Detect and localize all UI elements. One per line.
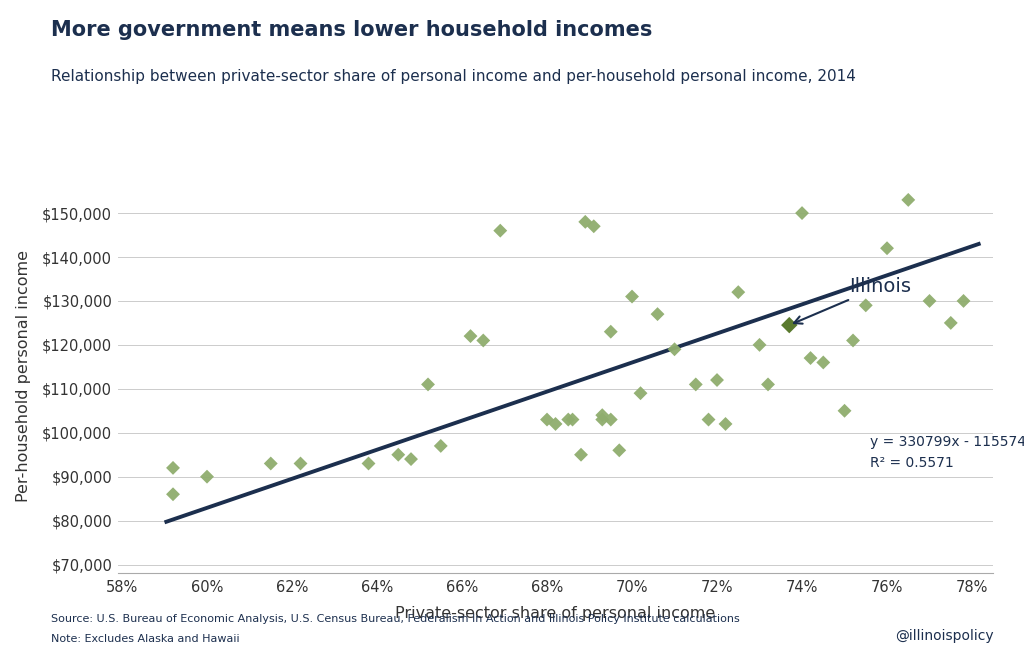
Point: [942, 318, 958, 328]
Point: [857, 300, 873, 310]
Point: [687, 379, 703, 389]
Y-axis label: Per-household personal income: Per-household personal income: [16, 250, 31, 501]
Text: Note: Excludes Alaska and Hawaii: Note: Excludes Alaska and Hawaii: [51, 634, 240, 644]
Point: [760, 379, 776, 389]
Point: [649, 309, 666, 320]
Point: [560, 415, 577, 425]
Point: [602, 415, 618, 425]
Point: [462, 331, 478, 341]
Text: More government means lower household incomes: More government means lower household in…: [51, 20, 652, 40]
Point: [402, 454, 419, 465]
Point: [922, 296, 938, 306]
Point: [781, 320, 798, 330]
Point: [594, 410, 610, 420]
X-axis label: Private-sector share of personal income: Private-sector share of personal income: [395, 606, 716, 621]
Point: [262, 458, 279, 469]
Point: [432, 441, 449, 451]
Point: [292, 458, 308, 469]
Text: Source: U.S. Bureau of Economic Analysis, U.S. Census Bureau, Federalism In Acti: Source: U.S. Bureau of Economic Analysis…: [51, 614, 740, 624]
Point: [578, 217, 594, 227]
Point: [611, 445, 628, 455]
Point: [594, 415, 610, 425]
Point: [879, 243, 895, 254]
Point: [730, 287, 746, 297]
Point: [586, 221, 602, 231]
Point: [475, 335, 492, 346]
Point: [955, 296, 972, 306]
Point: [360, 458, 377, 469]
Point: [493, 225, 509, 236]
Text: y = 330799x - 115574
R² = 0.5571: y = 330799x - 115574 R² = 0.5571: [870, 435, 1024, 470]
Text: @illinoispolicy: @illinoispolicy: [895, 629, 993, 643]
Point: [420, 379, 436, 389]
Point: [815, 357, 831, 368]
Point: [539, 415, 555, 425]
Point: [700, 415, 717, 425]
Point: [165, 489, 181, 500]
Point: [564, 415, 581, 425]
Point: [624, 291, 640, 302]
Text: Illinois: Illinois: [794, 277, 910, 324]
Point: [794, 208, 810, 218]
Point: [165, 463, 181, 473]
Point: [752, 339, 768, 350]
Point: [718, 418, 734, 429]
Point: [803, 353, 819, 363]
Point: [837, 405, 853, 416]
Point: [572, 449, 589, 460]
Point: [845, 335, 861, 346]
Point: [199, 471, 215, 482]
Point: [633, 388, 649, 399]
Point: [602, 326, 618, 337]
Point: [900, 194, 916, 205]
Point: [709, 375, 725, 386]
Text: Relationship between private-sector share of personal income and per-household p: Relationship between private-sector shar…: [51, 69, 856, 84]
Point: [548, 418, 564, 429]
Point: [667, 344, 683, 355]
Point: [390, 449, 407, 460]
